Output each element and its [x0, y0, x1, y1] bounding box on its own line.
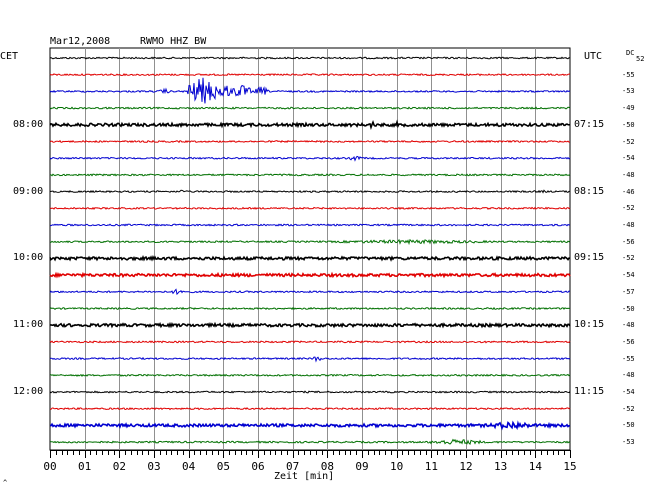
- dc-offset-label: -48: [622, 321, 635, 330]
- trace-line: [49, 173, 571, 177]
- trace-line: [49, 438, 571, 446]
- x-tick-label: 06: [251, 460, 264, 473]
- trace-line: [49, 288, 571, 296]
- dc-offset-label: -48: [622, 221, 635, 229]
- x-tick-label: 13: [494, 460, 507, 473]
- dc-label: DC: [626, 49, 635, 57]
- dc-offset-label: -52: [622, 254, 635, 263]
- dc-offset-label: -56: [622, 237, 635, 246]
- trace-line: [49, 407, 571, 411]
- x-tick-label: 09: [355, 460, 368, 473]
- trace-line: [49, 420, 571, 431]
- trace-line: [49, 340, 571, 344]
- dc-offset-label: -56: [622, 337, 635, 346]
- chart-title: Mar12,2008: [50, 36, 111, 47]
- cet-hour-label: 12:00: [13, 386, 44, 397]
- trace-line: [49, 321, 571, 329]
- trace-line: [49, 206, 571, 211]
- x-tick-label: 07: [286, 460, 299, 473]
- dc-offset-label: -48: [622, 170, 635, 179]
- dc-first-value: 52: [636, 55, 645, 63]
- trace-line: [49, 119, 571, 131]
- dc-offset-label: -46: [622, 187, 635, 196]
- x-tick-label: 12: [459, 460, 472, 473]
- trace-line: [50, 223, 571, 227]
- x-tick-label: 10: [390, 460, 403, 473]
- dc-offset-label: -50: [622, 120, 635, 129]
- trace-line: [49, 56, 571, 60]
- trace-line: [49, 106, 571, 110]
- x-tick-label: 03: [147, 460, 160, 473]
- dc-offset-label: -54: [622, 271, 635, 280]
- x-tick-label: 00: [43, 460, 56, 473]
- x-tick-label: 15: [563, 460, 576, 473]
- x-tick-label: 01: [78, 460, 91, 473]
- trace-line: [49, 271, 571, 279]
- time-grid: [49, 47, 571, 451]
- cet-hour-label: 10:00: [13, 252, 44, 264]
- cet-hour-label: 09:00: [13, 185, 44, 197]
- trace-line: [49, 72, 571, 77]
- trace-line: [49, 306, 571, 311]
- x-tick-label: 04: [182, 460, 196, 473]
- seismic-traces: [49, 56, 571, 446]
- trace-line: [49, 356, 571, 363]
- utc-hour-label: 11:15: [574, 386, 605, 397]
- x-tick-label: 14: [529, 460, 543, 473]
- x-tick-label: 02: [113, 460, 126, 473]
- x-tick-label: 11: [425, 460, 438, 473]
- utc-hour-label: 08:15: [574, 185, 605, 197]
- trace-line: [49, 390, 571, 394]
- x-axis-label: Zeit [min]: [274, 471, 335, 482]
- trace-line: [50, 373, 571, 378]
- trace-line: [49, 155, 571, 162]
- dc-offset-label: -57: [622, 287, 635, 296]
- left-timezone-label: CET: [0, 51, 19, 62]
- dc-offset-label: -53: [622, 87, 635, 96]
- dc-offset-label: -50: [622, 421, 635, 430]
- dc-offset-label: -50: [622, 304, 635, 313]
- cet-hour-label: 08:00: [13, 118, 44, 130]
- x-tick-label: 08: [321, 460, 334, 473]
- cet-hour-label: 11:00: [13, 319, 44, 331]
- utc-hour-label: 09:15: [574, 252, 605, 264]
- time-axis: 00 01 02 03 04 05 06 07 08 09 10 11 12 13 14 15: [43, 450, 577, 473]
- dc-offset-label: -54: [622, 154, 635, 163]
- dc-offset-label: -52: [622, 404, 635, 413]
- dc-offset-label: -52: [622, 204, 635, 213]
- trace-line: [49, 139, 570, 144]
- dc-offset-label: -54: [622, 388, 635, 396]
- utc-hour-label: 10:15: [574, 319, 605, 331]
- corner-mark: ^: [3, 479, 8, 487]
- dc-offset-label: -48: [622, 371, 635, 380]
- utc-hour-label: 07:15: [574, 118, 605, 130]
- x-tick-label: 05: [217, 460, 230, 473]
- dc-offset-label: -49: [622, 104, 635, 113]
- dc-offset-label: -52: [622, 137, 635, 146]
- trace-line: [49, 189, 571, 194]
- trace-line: [49, 77, 571, 104]
- dc-offset-label: -55: [622, 354, 635, 363]
- dc-offset-label: -55: [622, 70, 635, 79]
- right-timezone-label: UTC: [584, 51, 603, 62]
- station-label: RWMO HHZ BW: [140, 36, 207, 47]
- trace-line: [49, 254, 571, 262]
- dc-offset-label: -53: [622, 438, 635, 447]
- trace-line: [49, 238, 571, 246]
